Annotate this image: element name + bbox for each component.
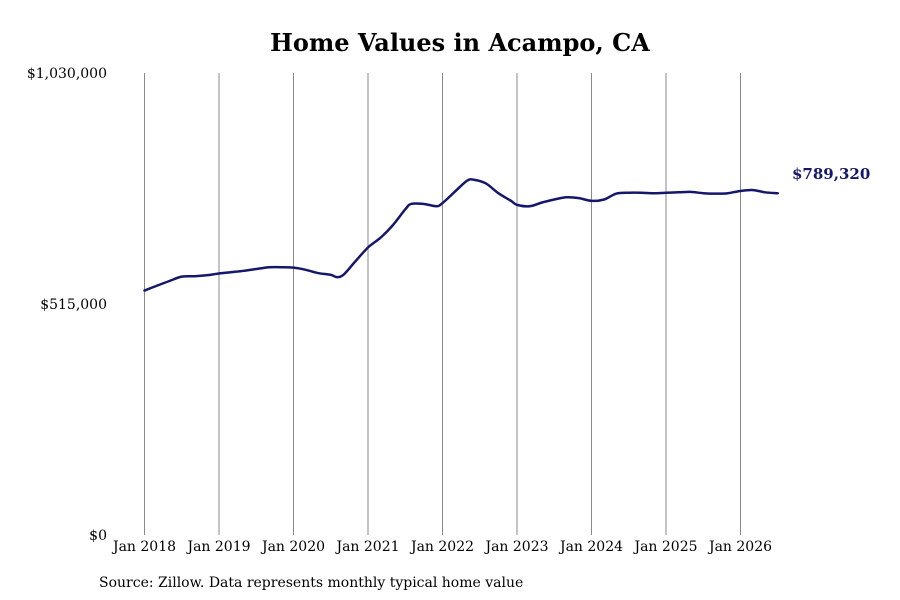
x-tick-label: Jan 2022 <box>409 539 474 555</box>
x-tick-label: Jan 2020 <box>260 539 325 555</box>
x-tick-label: Jan 2025 <box>632 539 697 555</box>
x-tick-label: Jan 2018 <box>111 539 176 555</box>
x-axis-ticks: Jan 2018 Jan 2019 Jan 2020 Jan 2021 Jan 2022… <box>111 539 772 555</box>
gridlines <box>144 73 741 535</box>
x-tick-label: Jan 2019 <box>185 539 250 555</box>
x-tick-label: Jan 2026 <box>707 539 772 555</box>
x-tick-label: Jan 2021 <box>334 539 399 555</box>
end-value-label: $789,320 <box>792 165 870 183</box>
y-tick-label: $1,030,000 <box>27 66 107 82</box>
chart-title: Home Values in Acampo, CA <box>270 28 650 57</box>
source-note: Source: Zillow. Data represents monthly … <box>99 575 523 591</box>
y-tick-label: $0 <box>89 528 107 544</box>
x-tick-label: Jan 2024 <box>558 539 623 555</box>
y-axis-ticks: $0 $515,000 $1,030,000 <box>27 66 107 544</box>
series-line <box>143 178 779 292</box>
y-tick-label: $515,000 <box>40 297 107 313</box>
x-tick-label: Jan 2023 <box>483 539 548 555</box>
